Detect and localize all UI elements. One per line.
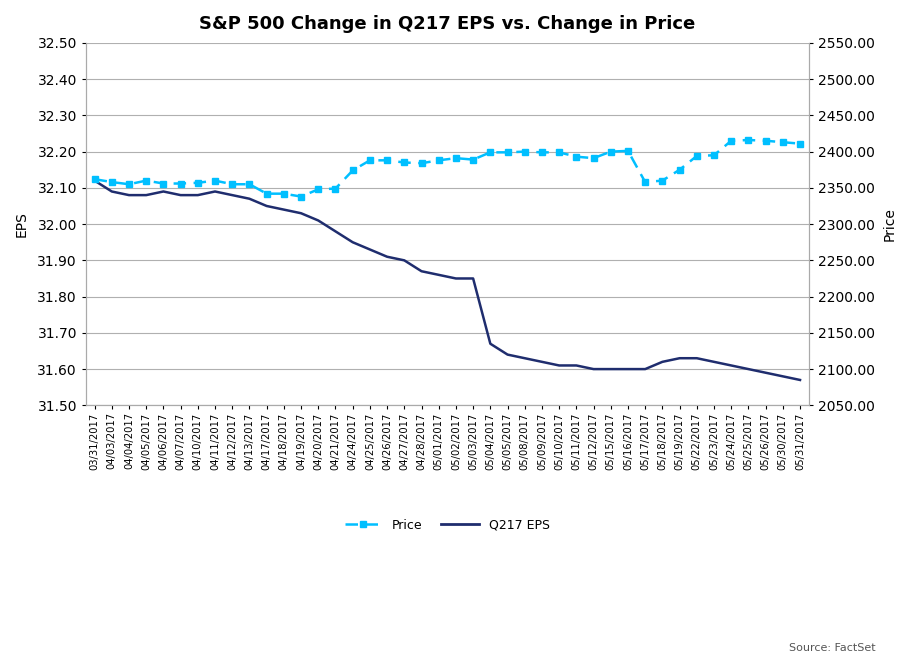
Title: S&P 500 Change in Q217 EPS vs. Change in Price: S&P 500 Change in Q217 EPS vs. Change in… — [199, 15, 695, 33]
Y-axis label: EPS: EPS — [15, 211, 29, 237]
Legend: Price, Q217 EPS: Price, Q217 EPS — [339, 514, 555, 537]
Text: Source: FactSet: Source: FactSet — [788, 644, 875, 653]
Y-axis label: Price: Price — [882, 207, 896, 241]
